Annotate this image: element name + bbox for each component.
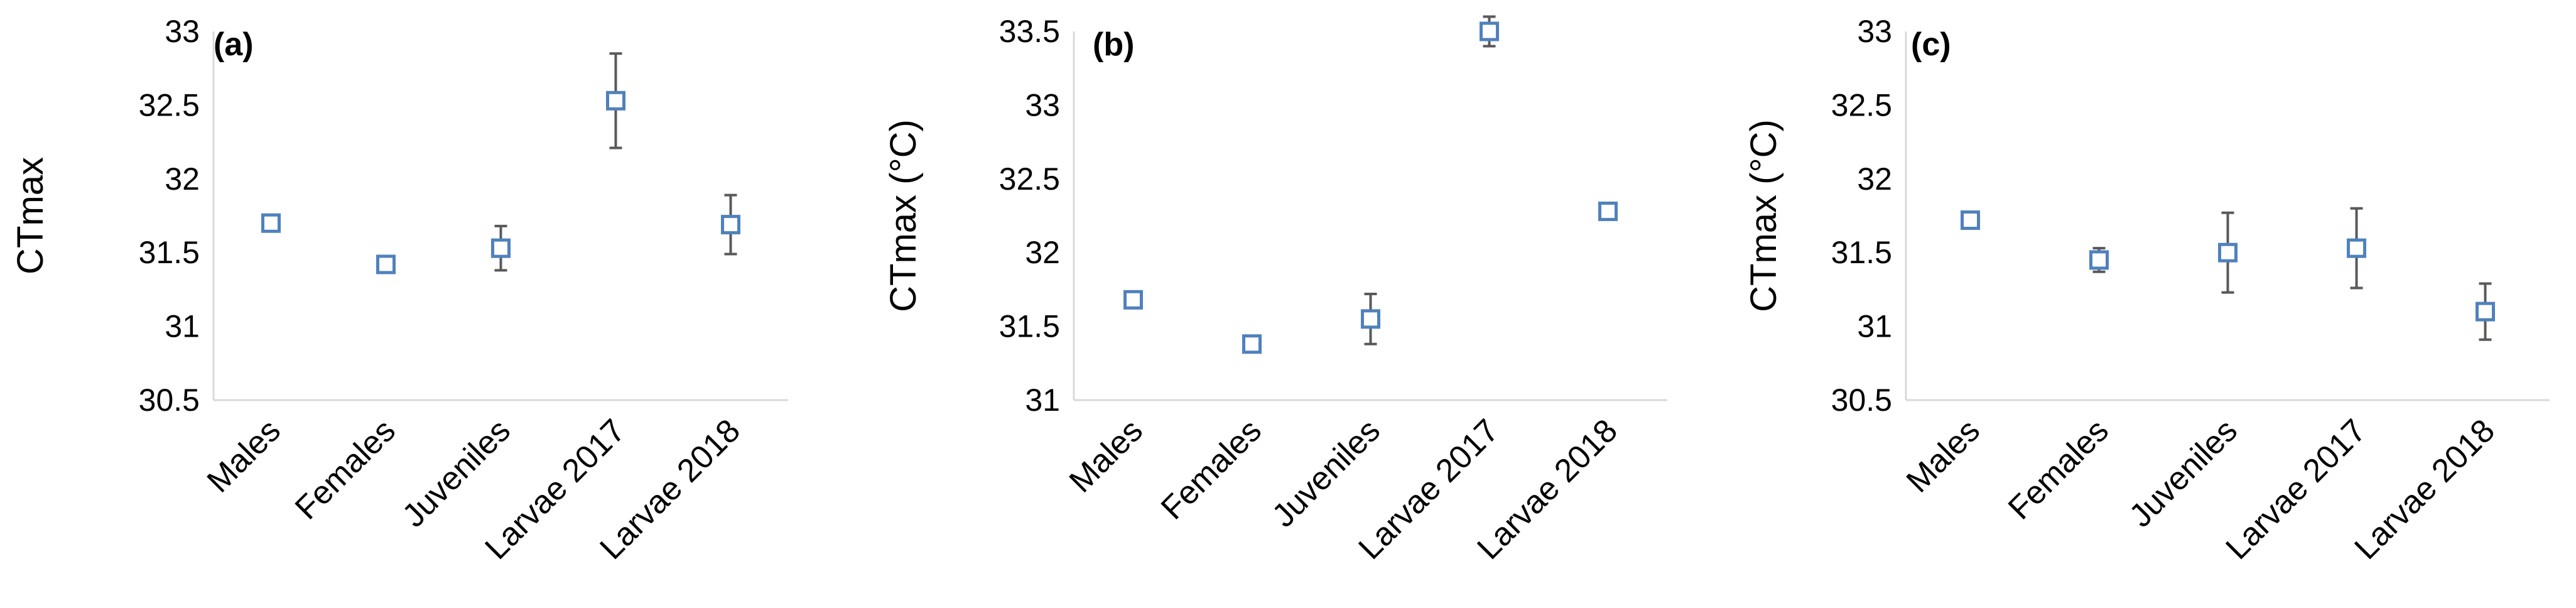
data-point — [1242, 334, 1262, 354]
chart-panel-2: 31 31.5 32 32.5 33 33.5 CTmax (°C) (b) Males Fema… — [883, 14, 1667, 567]
data-point — [1598, 201, 1618, 221]
x-tick-label: Larvae 2018 — [2348, 412, 2502, 566]
y-axis-title: CTmax (°C) — [1743, 119, 1784, 312]
chart-panel-3: 30.5 31 31.5 32 32.5 33 CTmax (°C) (c) Males Fema… — [1743, 14, 2550, 567]
y-tick-label: 31.5 — [999, 309, 1060, 344]
x-tick-label: Juveniles — [1265, 412, 1387, 534]
data-point — [2218, 242, 2238, 263]
y-tick-label: 33 — [1857, 14, 1892, 49]
x-tick-label: Juveniles — [2123, 412, 2244, 534]
y-tick-label: 30.5 — [139, 383, 200, 418]
data-point — [721, 215, 740, 235]
x-tick-label: Females — [288, 412, 403, 526]
x-tick-label: Males — [200, 412, 288, 499]
x-tick-label: Females — [2001, 412, 2116, 526]
data-point — [606, 90, 625, 111]
y-axis-title: CTmax — [10, 157, 51, 274]
data-point — [491, 238, 511, 258]
data-point — [1961, 210, 1980, 231]
y-tick-label: 31 — [1025, 383, 1060, 418]
y-tick-label: 32 — [165, 161, 200, 197]
x-tick-label: Juveniles — [396, 412, 517, 534]
data-point — [2347, 238, 2366, 258]
y-tick-label: 32.5 — [999, 161, 1060, 197]
y-tick-label: 32 — [1857, 161, 1892, 197]
data-point — [1123, 290, 1143, 310]
panel-label: (a) — [214, 26, 254, 63]
data-point — [2089, 250, 2109, 270]
chart-panel-1: 30.5 31 31.5 32 32.5 33 CTmax (a) Males FemalesJu… — [10, 14, 788, 567]
y-tick-label: 30.5 — [1831, 383, 1892, 418]
x-tick-label: Females — [1154, 412, 1269, 526]
data-point — [2476, 301, 2495, 322]
data-point — [261, 213, 281, 233]
y-tick-label: 31 — [1857, 309, 1892, 344]
y-tick-label: 32.5 — [139, 87, 200, 122]
data-point — [1361, 309, 1380, 329]
data-point — [1480, 21, 1499, 41]
y-tick-label: 33.5 — [999, 14, 1060, 49]
x-tick-label: Males — [1900, 412, 1987, 499]
panel-label: (b) — [1093, 26, 1134, 63]
y-tick-label: 33 — [1025, 87, 1060, 122]
y-tick-label: 31 — [165, 309, 200, 344]
y-tick-label: 32.5 — [1831, 87, 1892, 122]
y-axis-title: CTmax (°C) — [883, 119, 924, 312]
y-tick-label: 33 — [165, 14, 200, 49]
y-tick-label: 31.5 — [139, 235, 200, 270]
y-tick-label: 31.5 — [1831, 235, 1892, 270]
x-tick-label: Males — [1063, 412, 1150, 499]
y-tick-label: 32 — [1025, 235, 1060, 270]
data-point — [376, 254, 396, 274]
panel-label: (c) — [1911, 26, 1951, 63]
